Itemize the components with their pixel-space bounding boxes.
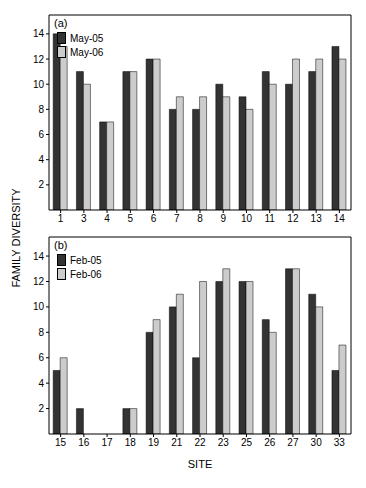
svg-text:14: 14 [334,213,346,224]
svg-text:27: 27 [287,437,299,448]
svg-text:8: 8 [38,104,44,115]
svg-text:33: 33 [334,437,346,448]
svg-text:4: 4 [38,378,44,389]
html-text:Feb-06: Feb-06 [70,268,102,280]
svg-text:26: 26 [264,437,276,448]
svg-text:7: 7 [174,213,180,224]
svg-text:12: 12 [33,54,45,65]
svg-text:4: 4 [38,154,44,165]
svg-text:25: 25 [241,437,253,448]
html-text:May-05: May-05 [70,32,104,44]
svg-text:21: 21 [171,437,183,448]
svg-text:1: 1 [58,213,64,224]
svg-text:2: 2 [38,403,44,414]
html-text:(b): (b) [54,239,68,251]
svg-text:6: 6 [151,213,157,224]
svg-text:22: 22 [194,437,206,448]
svg-text:8: 8 [197,213,203,224]
svg-text:2: 2 [38,179,44,190]
svg-text:17: 17 [102,437,114,448]
svg-text:9: 9 [220,213,226,224]
svg-text:19: 19 [148,437,160,448]
svg-text:23: 23 [218,437,230,448]
svg-text:5: 5 [128,213,134,224]
svg-text:10: 10 [33,301,45,312]
svg-text:18: 18 [125,437,137,448]
svg-text:4: 4 [104,213,110,224]
html-text:Feb-05: Feb-05 [70,254,102,266]
svg-text:15: 15 [55,437,67,448]
html-text:May-06: May-06 [70,46,104,58]
svg-text:12: 12 [33,276,45,287]
svg-text:13: 13 [311,213,323,224]
svg-text:14: 14 [33,28,45,39]
svg-text:30: 30 [311,437,323,448]
svg-text:3: 3 [81,213,87,224]
svg-text:10: 10 [241,213,253,224]
svg-text:12: 12 [287,213,299,224]
svg-text:6: 6 [38,352,44,363]
svg-text:SITE: SITE [188,458,212,468]
svg-text:14: 14 [33,251,45,262]
svg-text:6: 6 [38,129,44,140]
html-text:FAMILY DIVERSITY: FAMILY DIVERSITY [9,188,22,288]
svg-text:16: 16 [78,437,90,448]
html-text:(a): (a) [54,17,68,29]
svg-text:11: 11 [264,213,275,224]
svg-text:10: 10 [33,79,45,90]
svg-text:8: 8 [38,327,44,338]
